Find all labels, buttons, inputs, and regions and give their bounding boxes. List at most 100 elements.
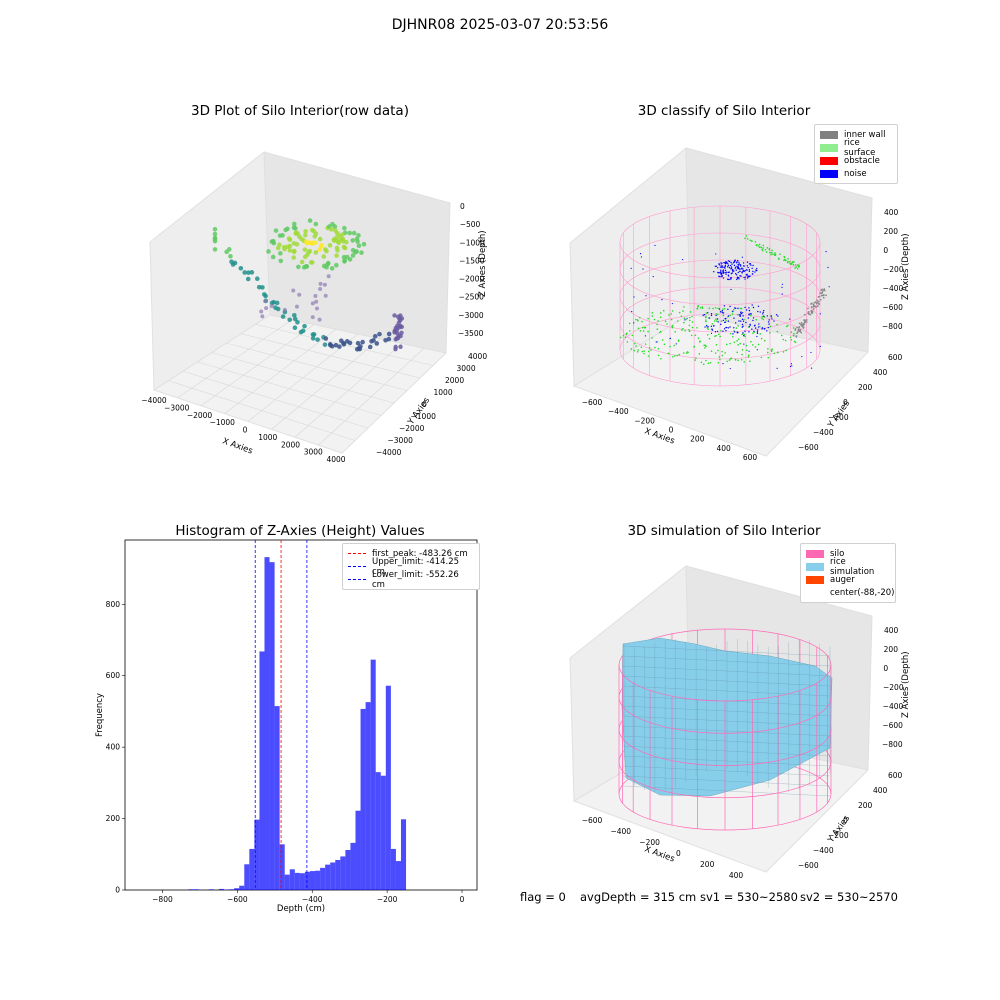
noise-point <box>745 321 747 324</box>
rice-surface-point <box>790 331 793 333</box>
raw-point <box>355 340 361 346</box>
inner-wall-point <box>796 331 799 333</box>
noise-point <box>754 327 757 329</box>
rice-surface-point <box>714 306 717 309</box>
noise-point <box>758 323 760 325</box>
rice-surface-point <box>683 306 685 308</box>
classify-x-tick: −200 <box>634 416 655 425</box>
rice-surface-point <box>647 350 650 353</box>
rice-surface-point <box>787 261 789 264</box>
classify-z-axis-label: Z Axies (Depth) <box>901 233 911 300</box>
rice-surface-point <box>705 319 707 321</box>
raw-point <box>309 227 315 233</box>
noise-point <box>721 310 724 312</box>
noise-point <box>752 264 754 267</box>
rice-surface-point <box>635 318 637 321</box>
noise-point <box>669 337 672 339</box>
noise-point <box>756 349 758 351</box>
rice-surface-point <box>761 248 763 250</box>
inner-wall-point <box>800 331 803 334</box>
noise-point <box>752 273 754 275</box>
rice-surface-point <box>761 249 764 252</box>
raw-point <box>358 344 363 349</box>
histogram-bar <box>315 870 321 890</box>
noise-point <box>744 306 746 309</box>
noise-point <box>703 313 706 316</box>
noise-point <box>747 317 750 319</box>
noise-point <box>732 262 735 264</box>
simulation-x-tick: −600 <box>582 816 603 825</box>
rice-surface-point <box>748 354 750 357</box>
noise-point <box>732 310 734 312</box>
noise-point <box>708 317 710 319</box>
raw-point <box>324 264 329 270</box>
raw-point <box>293 231 299 236</box>
rice-surface-point <box>743 361 746 363</box>
raw-point <box>297 292 302 297</box>
raw-point <box>260 285 265 290</box>
rice-surface-point <box>678 311 681 314</box>
rice-surface-point <box>669 345 671 348</box>
rice-surface-point <box>668 314 670 316</box>
noise-point <box>661 298 663 301</box>
simulation-z-tick: −400 <box>883 702 904 711</box>
rice-surface-point <box>673 344 676 347</box>
rice-surface-point <box>712 307 714 310</box>
histogram-bar <box>284 874 290 890</box>
inner-wall-point <box>805 319 808 321</box>
raw-point <box>307 218 313 223</box>
noise-point <box>718 308 721 310</box>
histogram-bar <box>193 889 199 890</box>
noise-point <box>738 263 740 265</box>
inner-wall-point <box>807 307 809 310</box>
rice-surface-point <box>780 334 783 337</box>
noise-point <box>644 335 647 337</box>
rice-surface-point <box>713 320 716 322</box>
rice-surface-point <box>760 246 762 249</box>
rice-surface-point <box>697 337 700 340</box>
legend-swatch <box>820 169 838 178</box>
noise-point <box>735 307 737 310</box>
noise-point <box>752 270 754 273</box>
raw-z-axis-label: Z Axies (Depth) <box>478 230 488 297</box>
rice-surface-point <box>760 337 763 340</box>
rice-surface-point <box>683 321 685 324</box>
raw-point <box>277 233 283 238</box>
histogram-y-axis-label: Frequency <box>95 693 105 737</box>
rice-surface-point <box>648 346 651 349</box>
noise-point <box>718 272 720 274</box>
rice-surface-point <box>767 356 770 359</box>
mesh-line <box>622 735 831 747</box>
raw-point <box>347 230 353 236</box>
rice-surface-point <box>762 247 765 249</box>
raw-point <box>295 319 300 325</box>
histogram-bar <box>299 873 305 890</box>
noise-point <box>748 350 750 352</box>
rice-surface-point <box>630 348 633 350</box>
histogram-reference-lines <box>254 540 308 890</box>
rice-surface-point <box>651 312 654 314</box>
y-tick-label: 600 <box>106 671 121 680</box>
raw-point <box>291 221 297 227</box>
noise-point <box>748 263 751 265</box>
raw-point <box>324 248 329 254</box>
inner-wall-point <box>822 294 825 296</box>
raw-point <box>212 231 218 237</box>
classify-z-tick-labels: 400 200 0 −200 −400 −600 −800 <box>882 208 904 331</box>
rice-surface-point <box>635 345 637 347</box>
rice-surface-point <box>706 333 709 336</box>
rice-surface-point <box>744 335 746 338</box>
rice-surface-point <box>676 354 679 357</box>
rice-surface-point <box>793 261 795 263</box>
legend-item-upper-limit: Upper_limit: -414.25 cm <box>348 557 474 577</box>
classify-z-tick: −600 <box>882 303 903 312</box>
raw-point <box>350 238 356 243</box>
classify-x-tick: 600 <box>743 453 758 462</box>
noise-point <box>729 264 732 267</box>
rice-surface-point <box>729 342 731 345</box>
raw-z-tick: −1500 <box>459 256 485 265</box>
histogram-bar <box>274 706 280 890</box>
noise-point <box>738 314 740 316</box>
inner-wall-point <box>799 328 802 331</box>
mesh-line <box>622 655 831 667</box>
